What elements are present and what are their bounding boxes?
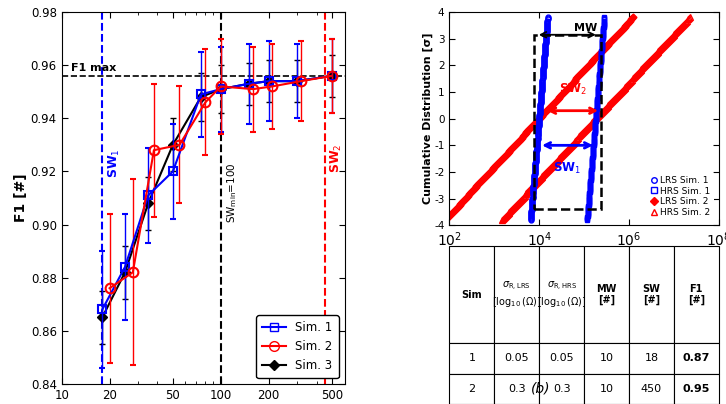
- Text: (b): (b): [531, 382, 550, 396]
- Text: F1 max: F1 max: [71, 63, 117, 73]
- Y-axis label: Cumulative Distribution [σ]: Cumulative Distribution [σ]: [423, 33, 433, 204]
- Y-axis label: F1 [#]: F1 [#]: [14, 174, 28, 222]
- Legend: Sim. 1, Sim. 2, Sim. 3: Sim. 1, Sim. 2, Sim. 3: [256, 315, 338, 378]
- Text: MW: MW: [574, 23, 597, 34]
- Text: SW$_{\rm min}$=100: SW$_{\rm min}$=100: [225, 162, 240, 223]
- Legend: LRS Sim. 1, HRS Sim. 1, LRS Sim. 2, HRS Sim. 2: LRS Sim. 1, HRS Sim. 1, LRS Sim. 2, HRS …: [647, 172, 714, 221]
- Text: SW$_1$: SW$_1$: [553, 161, 582, 177]
- Text: SW$_2$: SW$_2$: [559, 82, 587, 97]
- Text: SW$_1$: SW$_1$: [107, 149, 122, 178]
- X-axis label: Read Resistance [Ω]: Read Resistance [Ω]: [513, 252, 656, 265]
- Text: SW$_2$: SW$_2$: [330, 143, 344, 173]
- Bar: [534, 35, 601, 209]
